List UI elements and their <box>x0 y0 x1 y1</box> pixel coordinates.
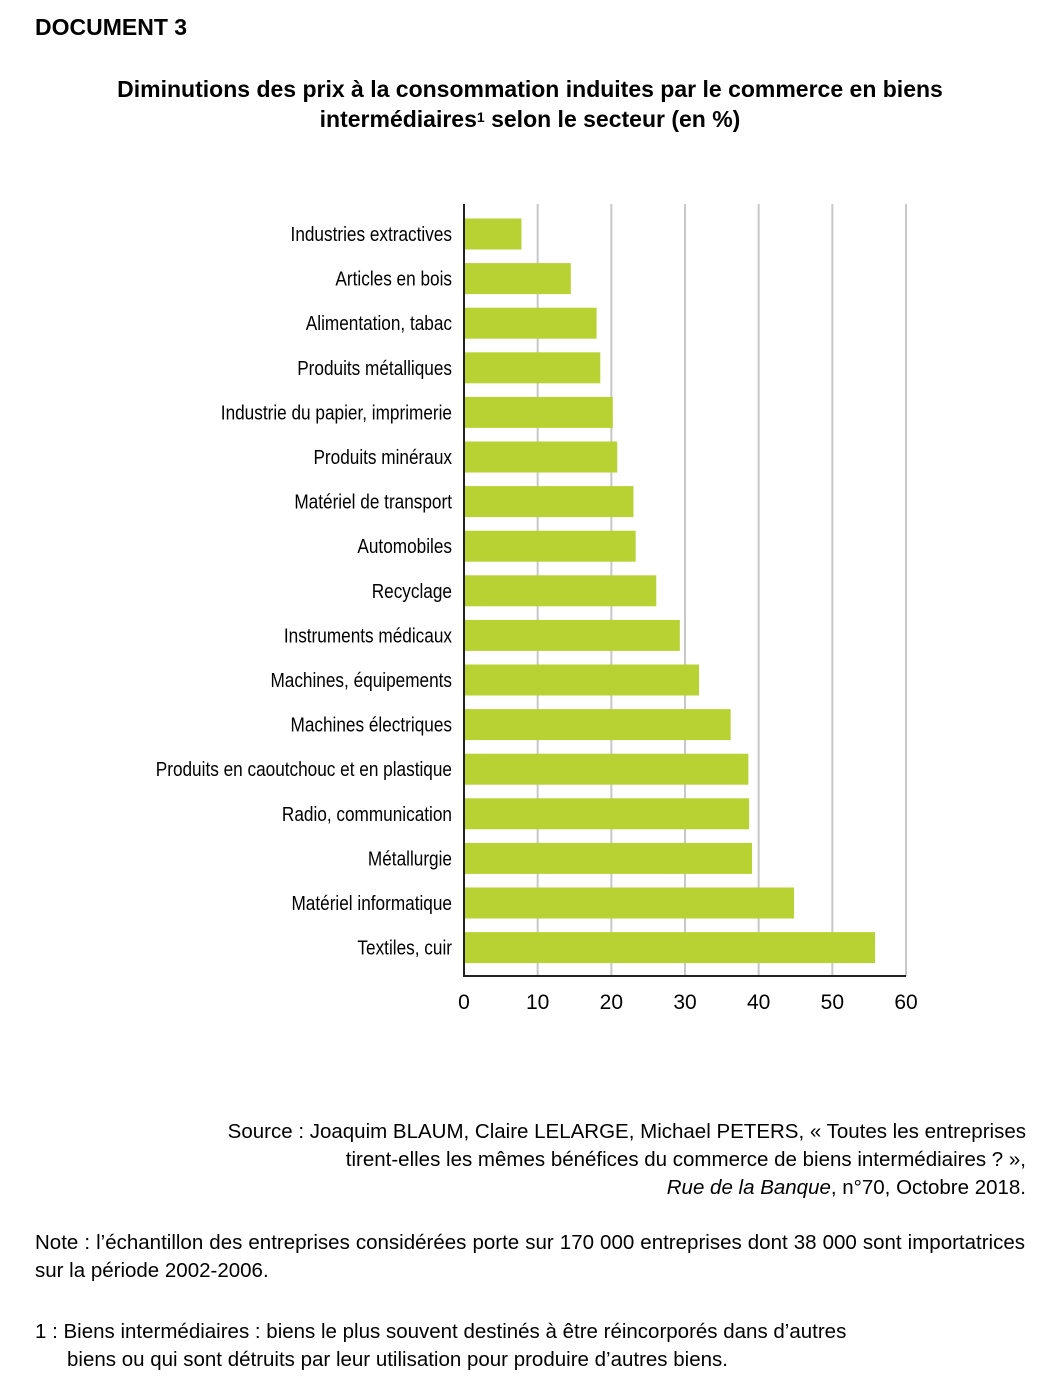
category-label: Machines, équipements <box>270 669 452 692</box>
x-tick-label: 30 <box>673 991 696 1014</box>
category-label: Radio, communication <box>282 803 452 826</box>
source-line1: Source : Joaquim BLAUM, Claire LELARGE, … <box>227 1120 1026 1143</box>
source-citation: Source : Joaquim BLAUM, Claire LELARGE, … <box>66 1118 1026 1202</box>
bar <box>464 396 613 428</box>
bar <box>464 352 601 384</box>
x-tick-label: 50 <box>821 991 844 1014</box>
title-line1: Diminutions des prix à la consommation i… <box>117 76 943 102</box>
bar <box>464 664 699 696</box>
bar <box>464 441 618 473</box>
bar <box>464 709 731 741</box>
bar <box>464 307 597 339</box>
bar <box>464 842 753 874</box>
category-label: Automobiles <box>357 535 452 558</box>
bar-chart: Industries extractives Articles en bois Al… <box>156 204 918 1014</box>
source-line2: tirent-elles les mêmes bénéfices du comm… <box>345 1148 1026 1171</box>
category-label: Instruments médicaux <box>284 624 453 647</box>
footnote-marker: 1 <box>476 109 485 125</box>
category-label: Produits en caoutchouc et en plastique <box>156 758 452 781</box>
bar <box>464 263 571 295</box>
category-label: Produits minéraux <box>313 446 452 469</box>
x-tick-label: 20 <box>600 991 623 1014</box>
category-label: Métallurgie <box>368 847 452 870</box>
x-tick-label: 60 <box>894 991 917 1014</box>
bar <box>464 218 522 250</box>
category-label: Articles en bois <box>335 267 452 290</box>
bar <box>464 753 749 785</box>
category-label: Produits métalliques <box>297 357 452 380</box>
x-tick-label: 40 <box>747 991 770 1014</box>
document-label: DOCUMENT 3 <box>35 14 188 40</box>
source-journal: Rue de la Banque <box>666 1176 831 1199</box>
bar <box>464 619 680 651</box>
source-line3: , n°70, Octobre 2018. <box>830 1176 1026 1199</box>
category-label: Recyclage <box>372 580 452 603</box>
footnote: 1 : Biens intermédiaires : biens le plus… <box>35 1318 1025 1374</box>
title-line2-pre: intermédiaires <box>319 106 477 132</box>
chart-title: Diminutions des prix à la consommation i… <box>40 74 1020 134</box>
bar <box>464 575 657 607</box>
footnote-line1: 1 : Biens intermédiaires : biens le plus… <box>35 1320 847 1343</box>
x-tick-label: 10 <box>526 991 549 1014</box>
category-label: Machines électriques <box>291 713 452 736</box>
bar <box>464 798 750 830</box>
category-label: Textiles, cuir <box>357 936 452 959</box>
title-line2-post: selon le secteur (en %) <box>484 106 741 132</box>
category-label: Alimentation, tabac <box>306 312 452 335</box>
category-label: Industrie du papier, imprimerie <box>221 401 452 424</box>
note-text: Note : l’échantillon des entreprises con… <box>35 1231 1025 1282</box>
footnote-line2: biens ou qui sont détruits par leur util… <box>67 1348 728 1371</box>
bar <box>464 486 634 518</box>
category-label: Industries extractives <box>291 223 452 246</box>
category-label: Matériel informatique <box>291 892 452 915</box>
bar <box>464 887 795 919</box>
category-label: Matériel de transport <box>294 490 452 513</box>
bar <box>464 530 636 562</box>
bar <box>464 932 876 964</box>
x-tick-label: 0 <box>458 991 470 1014</box>
